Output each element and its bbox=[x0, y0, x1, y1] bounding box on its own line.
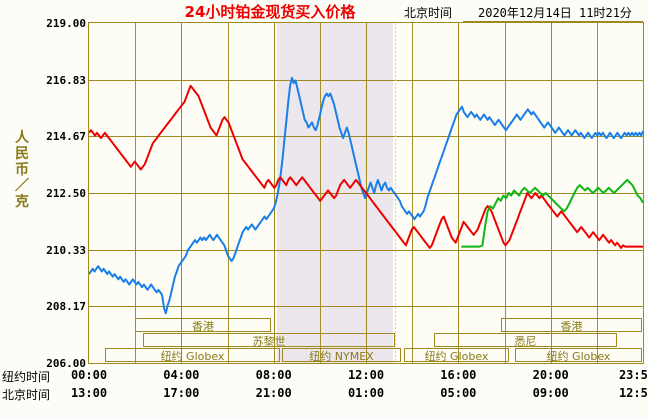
y-axis-tick-label: 206.00 bbox=[46, 357, 86, 370]
x-axis-newyork-tick: 12:00 bbox=[347, 368, 385, 382]
session-bar-label: 纽约 Globex bbox=[424, 350, 489, 363]
x-axis-beijing-tick: 13:00 bbox=[70, 386, 108, 400]
y-axis-title-char: 克 bbox=[15, 194, 29, 210]
y-axis-title-char: ／ bbox=[15, 178, 29, 194]
y-axis-ticks: 219.00 216.83 214.67 212.50 210.33 208.17 206.… bbox=[0, 0, 86, 418]
y-axis-tick-label: 212.50 bbox=[46, 187, 86, 200]
session-bar-1-0: 苏黎世 bbox=[143, 333, 395, 348]
y-axis-title: 人民币／克 bbox=[10, 130, 34, 210]
price-line-1 bbox=[89, 84, 643, 249]
session-bar-2-0: 纽约 Globex bbox=[105, 348, 280, 363]
market-session-bars: 香港 香港 苏黎世 悉尼 纽约 Globex 纽约 NYMEX 纽约 Globex 纽约 Gl… bbox=[88, 318, 644, 364]
y-axis-title-char: 民 bbox=[15, 146, 29, 162]
y-axis-title-char: 币 bbox=[15, 162, 29, 178]
session-bar-label: 纽约 Globex bbox=[160, 350, 225, 363]
vertical-gridline bbox=[458, 23, 459, 363]
x-axis-beijing-tick: 05:00 bbox=[440, 386, 477, 400]
session-bar-label: 纽约 Globex bbox=[546, 350, 611, 363]
session-bar-label: 香港 bbox=[560, 320, 583, 333]
x-axis-beijing-label: 北京时间 bbox=[2, 388, 51, 402]
vertical-gridline-minor bbox=[597, 23, 598, 363]
x-axis-newyork-label: 纽约时间 bbox=[2, 370, 51, 384]
x-axis-newyork-tick: 08:00 bbox=[255, 368, 292, 382]
vertical-gridline-minor bbox=[412, 23, 413, 363]
x-axis-beijing-tick: 21:00 bbox=[255, 386, 292, 400]
session-bar-2-1: 纽约 NYMEX bbox=[282, 348, 401, 363]
y-axis-tick-label: 214.67 bbox=[46, 130, 86, 144]
y-axis-tick-label: 219.00 bbox=[46, 17, 86, 30]
y-axis-tick-label: 208.17 bbox=[46, 300, 86, 314]
vertical-gridline bbox=[551, 23, 552, 363]
vertical-gridline-minor bbox=[505, 23, 506, 363]
beijing-time-label: 北京时间 bbox=[404, 6, 453, 20]
x-axis-beijing-tick: 12:59 bbox=[618, 386, 648, 400]
vertical-gridline bbox=[181, 23, 182, 363]
vertical-gridline-minor bbox=[135, 23, 136, 363]
session-bar-label: 纽约 NYMEX bbox=[309, 350, 374, 363]
session-bar-label: 香港 bbox=[192, 320, 214, 333]
x-axis-newyork-tick: 00:00 bbox=[70, 368, 108, 382]
session-bar-label: 苏黎世 bbox=[252, 335, 286, 348]
plot-area bbox=[88, 22, 644, 364]
x-axis-beijing-tick: 09:00 bbox=[532, 386, 569, 400]
x-axis-newyork-tick: 20:00 bbox=[532, 368, 569, 382]
session-bar-label: 悉尼 bbox=[514, 335, 537, 348]
x-axis-beijing-row: 北京时间 13:00 17:00 21:00 01:00 05:00 09:00 12:59 bbox=[0, 386, 648, 402]
beijing-time-value: 2020年12月14日 11时21分 bbox=[478, 6, 632, 20]
session-bar-2-2: 纽约 Globex bbox=[404, 348, 509, 363]
session-bar-1-1: 悉尼 bbox=[434, 333, 617, 348]
price-series-svg bbox=[89, 76, 643, 315]
price-line-2 bbox=[461, 178, 643, 248]
session-bar-0-0: 香港 bbox=[135, 318, 271, 333]
page-title: 24小时铂金现货买入价格 bbox=[184, 3, 356, 21]
x-axis-newyork-tick: 04:00 bbox=[163, 368, 200, 382]
session-bar-0-1: 香港 bbox=[501, 318, 642, 333]
vertical-gridline bbox=[274, 23, 275, 363]
y-axis-tick-label: 210.33 bbox=[46, 243, 86, 257]
x-axis-beijing-tick: 01:00 bbox=[347, 386, 385, 400]
price-line-0 bbox=[89, 76, 643, 315]
y-axis-tick-label: 216.83 bbox=[46, 73, 86, 87]
x-axis-newyork-row: 纽约时间 00:00 04:00 08:00 12:00 16:00 20:00 23:59 bbox=[0, 368, 648, 384]
y-axis-title-char: 人 bbox=[15, 130, 29, 146]
vertical-gridline-minor bbox=[228, 23, 229, 363]
vertical-gridline-minor bbox=[320, 23, 321, 363]
x-axis-newyork-tick: 23:59 bbox=[618, 368, 648, 382]
x-axis-newyork-tick: 16:00 bbox=[440, 368, 477, 382]
session-bar-2-3: 纽约 Globex bbox=[515, 348, 642, 363]
x-axis-beijing-tick: 17:00 bbox=[163, 386, 200, 400]
